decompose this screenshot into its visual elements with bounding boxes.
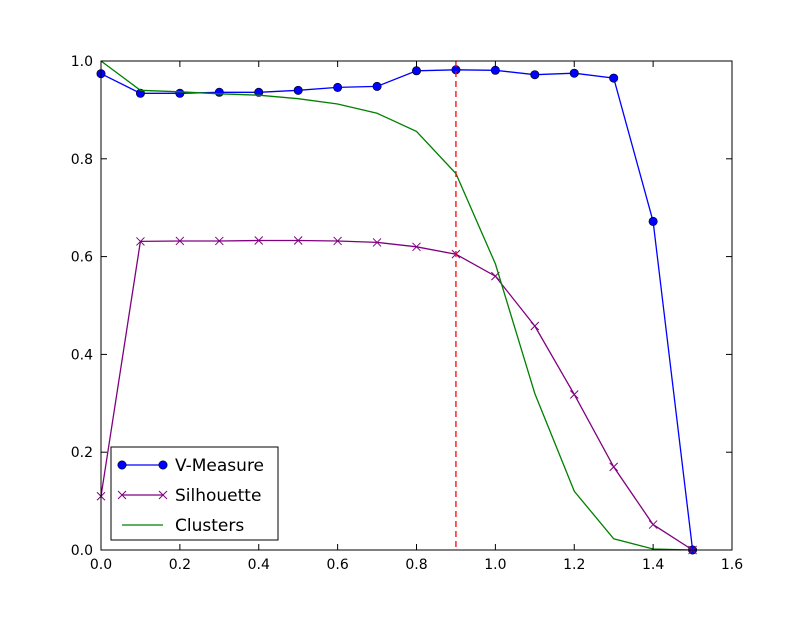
legend-marker-silhouette: [117, 490, 127, 500]
x-tick-label: 1.6: [721, 557, 743, 573]
y-tick-label: 0.6: [71, 250, 93, 266]
y-tick-label: 0.4: [71, 347, 93, 363]
y-tick-label: 0.0: [71, 543, 93, 559]
x-tick-label: 0.4: [248, 557, 270, 573]
data-point-v-measure: [648, 216, 658, 226]
x-tick-label: 0.8: [405, 557, 427, 573]
x-tick-label: 1.4: [642, 557, 664, 573]
data-point-silhouette: [530, 321, 540, 331]
legend-marker-silhouette: [158, 490, 168, 500]
data-point-v-measure: [175, 88, 185, 98]
data-point-silhouette: [333, 236, 342, 246]
data-point-v-measure: [214, 87, 224, 97]
data-point-silhouette: [293, 236, 303, 245]
legend-label-v-measure: V-Measure: [175, 456, 264, 476]
data-point-v-measure: [530, 70, 540, 80]
y-tick-label: 0.2: [71, 445, 93, 461]
data-point-v-measure: [372, 81, 382, 91]
x-tick-label: 0.0: [90, 557, 112, 573]
data-point-silhouette: [412, 242, 421, 252]
data-point-v-measure: [490, 65, 500, 75]
data-point-silhouette: [372, 238, 382, 247]
series-line-clusters: [100, 60, 693, 551]
data-point-silhouette: [609, 462, 619, 472]
data-point-silhouette: [648, 520, 658, 529]
data-point-silhouette: [254, 236, 264, 245]
legend-label-clusters: Clusters: [175, 516, 244, 536]
series-layer: [96, 60, 698, 555]
plot-area: [96, 60, 698, 555]
data-point-v-measure: [569, 68, 579, 78]
data-point-silhouette: [175, 236, 185, 246]
axis-ticks: 0.0 0.2 0.4 0.6 0.8 1.0 1.2 1.4 1.6 0.0 0.2 0.4 0.6 0…: [71, 54, 743, 573]
x-tick-label: 0.2: [169, 557, 191, 573]
data-point-v-measure: [609, 73, 619, 83]
data-point-silhouette: [136, 237, 145, 246]
data-point-v-measure: [293, 85, 303, 95]
series-line-silhouette: [100, 239, 693, 551]
data-point-silhouette: [214, 236, 224, 246]
x-tick-label: 1.0: [484, 557, 506, 573]
legend: V-Measure Silhouette Clusters: [110, 446, 279, 541]
y-tick-label: 1.0: [71, 54, 93, 70]
data-point-v-measure: [333, 82, 343, 92]
y-tick-label: 0.8: [71, 152, 93, 168]
legend-marker-v-measure: [158, 460, 168, 470]
x-tick-label: 0.6: [326, 557, 348, 573]
x-tick-label: 1.2: [563, 557, 585, 573]
legend-marker-v-measure: [117, 460, 127, 470]
data-point-silhouette: [569, 390, 579, 399]
data-point-v-measure: [135, 88, 145, 98]
data-point-v-measure: [411, 66, 421, 76]
data-point-v-measure: [254, 87, 264, 97]
legend-label-silhouette: Silhouette: [175, 486, 261, 506]
